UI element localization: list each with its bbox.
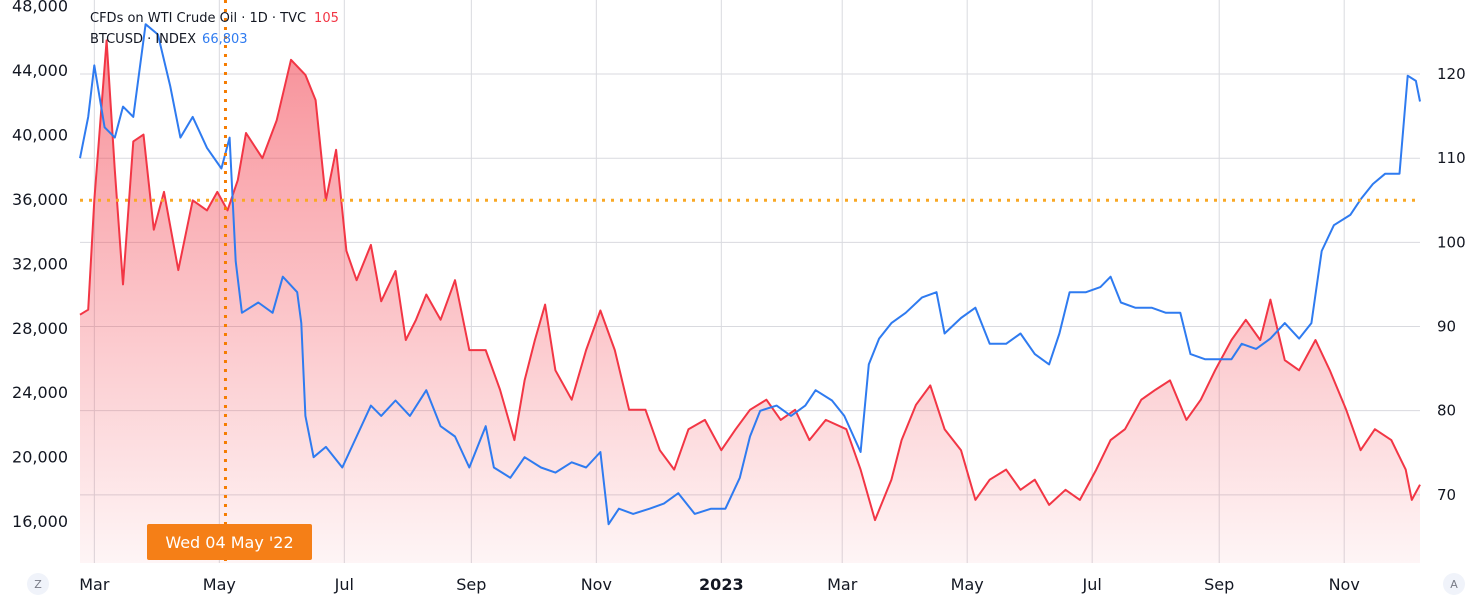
x-tick-label: 2023 [699, 575, 744, 594]
right-axis-tick-label: 100 [1437, 233, 1466, 251]
x-tick-label: Jul [1082, 575, 1102, 594]
legend-btc-label: BTCUSD · INDEX [90, 32, 197, 47]
left-axis-tick-label: 32,000 [12, 254, 68, 273]
right-axis-tick-label: 110 [1437, 149, 1466, 167]
right-axis-tick-label: 70 [1437, 486, 1456, 504]
left-axis-tick-label: 16,000 [12, 512, 68, 531]
x-tick-label: Jul [334, 575, 354, 594]
left-axis-tick-label: 20,000 [12, 448, 68, 467]
crosshair-date-label: Wed 04 May '22 [147, 524, 312, 560]
legend-oil[interactable]: CFDs on WTI Crude Oil · 1D · TVC 105 [90, 8, 339, 29]
x-tick-label: Nov [581, 575, 612, 594]
right-axis-tick-label: 120 [1437, 65, 1466, 83]
legend-oil-label: CFDs on WTI Crude Oil · 1D · TVC [90, 11, 307, 26]
left-axis-tick-label: 40,000 [12, 126, 68, 145]
auto-scale-button[interactable]: A [1443, 573, 1465, 595]
right-axis-tick-label: 80 [1437, 402, 1456, 420]
crosshair [80, 0, 1420, 563]
x-tick-label: May [203, 575, 236, 594]
x-tick-label: Mar [79, 575, 110, 594]
axes: Mar May Jul Sep Nov 2023 Mar May Jul Sep Nov 70 80 90… [12, 0, 1466, 594]
left-axis-tick-label: 24,000 [12, 383, 68, 402]
left-axis-tick-label: 36,000 [12, 190, 68, 209]
x-tick-label: Sep [1204, 575, 1234, 594]
legend: CFDs on WTI Crude Oil · 1D · TVC 105 BTCU… [90, 8, 339, 50]
legend-oil-value: 105 [314, 11, 339, 26]
x-tick-label: Nov [1329, 575, 1360, 594]
right-axis-tick-label: 90 [1437, 318, 1456, 336]
left-axis-tick-label: 44,000 [12, 61, 68, 80]
left-axis-tick-label: 48,000 [12, 0, 68, 16]
oil-area-fill [80, 40, 1420, 563]
x-tick-label: May [951, 575, 984, 594]
legend-btc-value: 66,803 [202, 32, 248, 47]
series-layer [79, 23, 1421, 563]
legend-btc[interactable]: BTCUSD · INDEX 66,803 [90, 29, 339, 50]
x-tick-label: Sep [456, 575, 486, 594]
x-tick-label: Mar [827, 575, 858, 594]
left-axis-tick-label: 28,000 [12, 319, 68, 338]
zoom-button[interactable]: Z [27, 573, 49, 595]
